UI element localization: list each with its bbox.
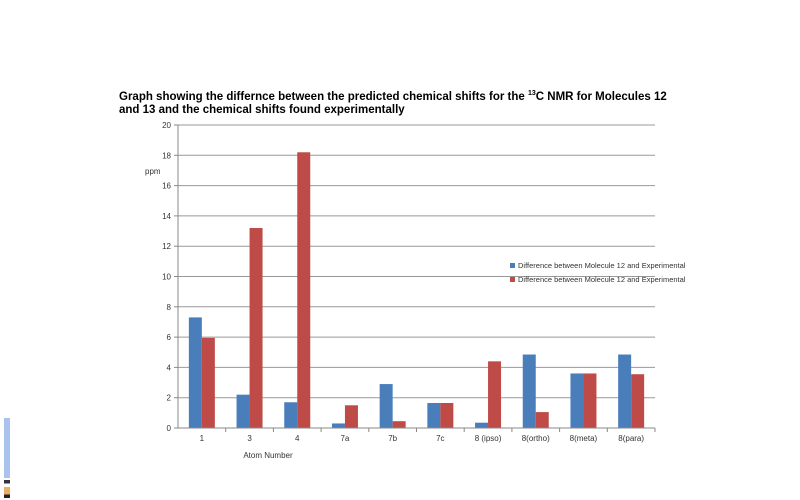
legend-label: Difference between Molecule 12 and Exper… — [518, 261, 686, 270]
bar-series1-8ipso — [475, 422, 489, 428]
x-tick-label: 8 (ipso) — [475, 434, 502, 443]
taskbar-icons — [4, 480, 10, 498]
bar-series1-8meta — [570, 373, 584, 428]
bar-series2-4 — [297, 152, 311, 428]
x-tick-label: 7c — [436, 434, 444, 443]
y-axis-label: ppm — [145, 167, 161, 176]
bar-series2-8ipso — [488, 361, 502, 428]
chart-title: Graph showing the differnce between the … — [119, 90, 679, 117]
title-superscript: 13 — [527, 90, 536, 98]
y-tick-label: 20 — [162, 121, 171, 130]
bar-series2-8meta — [583, 373, 597, 428]
bar-series2-8para — [631, 374, 645, 428]
x-tick-label: 7b — [388, 434, 397, 443]
x-tick-label: 8(meta) — [570, 434, 598, 443]
bar-series1-8para — [618, 354, 632, 428]
x-tick-label: 3 — [247, 434, 252, 443]
bar-series2-7b — [392, 421, 406, 428]
x-tick-label: 8(ortho) — [522, 434, 550, 443]
y-tick-label: 10 — [162, 273, 171, 282]
x-tick-label: 4 — [295, 434, 300, 443]
bar-series1-1 — [188, 317, 202, 428]
bar-series2-1 — [201, 337, 215, 428]
y-tick-label: 18 — [162, 151, 171, 160]
title-text: Graph showing the differnce between the … — [119, 91, 528, 103]
bar-series1-4 — [284, 402, 298, 428]
bar-series1-7a — [331, 423, 345, 428]
legend-swatch — [510, 263, 515, 268]
x-tick-label: 7a — [340, 434, 349, 443]
bar-series1-8ortho — [522, 354, 536, 428]
title-text-end: C NMR for Molecules 12 and 13 and the ch… — [119, 91, 667, 116]
y-tick-label: 8 — [167, 303, 172, 312]
bar-series2-3 — [249, 228, 263, 428]
legend-label: Difference between Molecule 12 and Exper… — [518, 275, 686, 284]
bar-series2-7c — [440, 403, 454, 428]
y-tick-label: 12 — [162, 242, 171, 251]
x-axis-label: Atom Number — [243, 451, 293, 460]
side-scrollbar[interactable] — [4, 418, 10, 478]
x-tick-label: 8(para) — [618, 434, 644, 443]
y-tick-label: 16 — [162, 182, 171, 191]
y-tick-label: 4 — [167, 363, 172, 372]
bar-series2-7a — [344, 405, 358, 428]
y-tick-label: 2 — [167, 394, 172, 403]
x-tick-label: 1 — [200, 434, 205, 443]
y-tick-label: 0 — [167, 424, 172, 433]
y-tick-label: 14 — [162, 212, 171, 221]
bar-series1-7b — [379, 384, 393, 428]
bar-series2-8ortho — [535, 412, 549, 428]
y-tick-label: 6 — [167, 333, 172, 342]
bar-series1-7c — [427, 403, 441, 428]
bar-series1-3 — [236, 394, 250, 428]
legend-swatch — [510, 277, 515, 282]
